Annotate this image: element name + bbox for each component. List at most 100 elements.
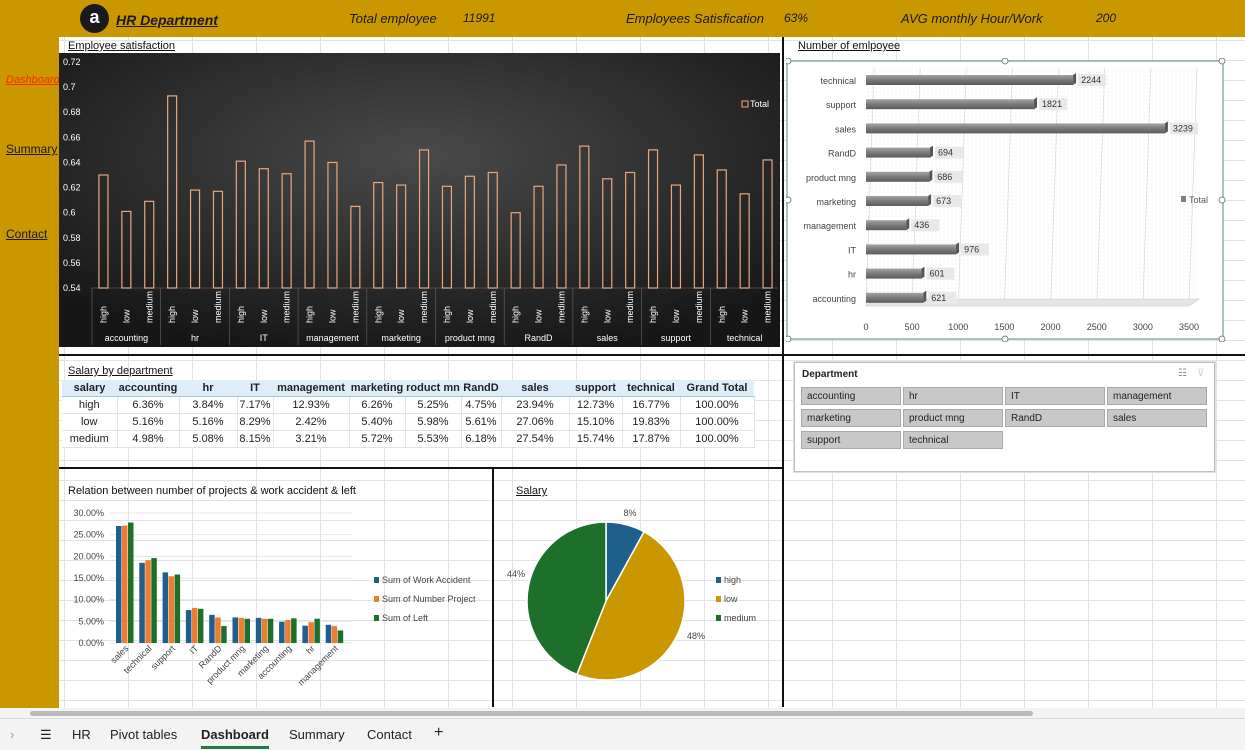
satisfaction-bar[interactable] [258,168,269,289]
employees-bar[interactable] [866,244,957,255]
salary-table-cell[interactable]: 5.53% [405,430,462,448]
satisfaction-bar[interactable] [373,181,384,289]
salary-table-cell[interactable]: 8.15% [237,430,274,448]
salary-table-cell[interactable]: 5.25% [405,396,462,414]
salary-table-cell[interactable]: 5.40% [349,413,406,431]
salary-table-cell[interactable]: 3.21% [273,430,350,448]
satisfaction-bar[interactable] [189,189,201,289]
projects-bar[interactable] [145,560,151,643]
salary-table-cell[interactable]: 7.17% [237,396,274,414]
slicer-item[interactable]: product mng [903,409,1003,427]
employees-bar[interactable] [866,123,1165,134]
salary-table-cell[interactable]: 100.00% [680,413,755,431]
projects-bar[interactable] [122,525,128,643]
satisfaction-chart[interactable]: 0.72 0.7 0.68 0.66 0.64 0.62 0.6 0.58 0.56 0.54 h… [59,53,780,347]
salary-table-cell[interactable]: 5.61% [461,413,502,431]
projects-bar[interactable] [168,576,175,643]
projects-bar[interactable] [162,572,169,643]
clear-filter-icon[interactable]: ⊽ [1197,368,1205,379]
salary-pivot-table[interactable]: salary accounting hr IT management marketing r… [62,380,755,448]
salary-table-cell[interactable]: 6.26% [349,396,406,414]
salary-table-cell[interactable]: 15.74% [569,430,623,448]
projects-bar[interactable] [267,618,274,643]
scrollbar-thumb[interactable] [30,711,1033,716]
pie-slice[interactable] [575,530,686,681]
employees-chart[interactable]: technical 2244 support 1821 sales 3239 RandD 69… [786,58,1226,342]
projects-bar[interactable] [116,526,122,643]
slicer-item[interactable]: technical [903,431,1003,449]
satisfaction-bar[interactable] [418,149,430,289]
slicer-item[interactable]: RandD [1005,409,1105,427]
employees-bar[interactable] [866,220,907,231]
satisfaction-bar[interactable] [625,171,636,289]
salary-table-cell[interactable]: low [62,413,118,431]
slicer-item[interactable]: sales [1107,409,1207,427]
satisfaction-bar[interactable] [304,140,315,289]
satisfaction-bar[interactable] [441,185,453,289]
tab-summary[interactable]: Summary [289,727,345,742]
projects-bar[interactable] [325,624,332,643]
projects-bar[interactable] [215,617,221,643]
salary-table-cell[interactable]: 100.00% [680,396,755,414]
employees-bar[interactable] [866,268,922,279]
slicer-item[interactable]: hr [903,387,1003,405]
satisfaction-bar[interactable] [647,149,659,289]
projects-bar[interactable] [209,614,215,643]
satisfaction-bar[interactable] [739,193,750,289]
projects-bar[interactable] [337,630,344,643]
slicer-item[interactable]: management [1107,387,1207,405]
satisfaction-bar[interactable] [556,164,567,289]
salary-table-cell[interactable]: 5.08% [179,430,238,448]
satisfaction-bar[interactable] [350,205,361,289]
satisfaction-bar[interactable] [693,154,704,289]
salary-table-cell[interactable]: 5.98% [405,413,462,431]
employees-bar[interactable] [866,171,930,182]
salary-table-cell[interactable]: 27.54% [501,430,570,448]
salary-table-cell[interactable]: 8.29% [237,413,274,431]
all-sheets-menu-icon[interactable]: ☰ [40,727,52,742]
projects-bar[interactable] [151,558,157,643]
salary-table-cell[interactable]: 6.18% [461,430,502,448]
salary-table-cell[interactable]: 23.94% [501,396,570,414]
projects-bar[interactable] [308,622,314,643]
salary-table-cell[interactable]: 12.73% [569,396,623,414]
satisfaction-bar[interactable] [121,210,132,289]
pie-slice[interactable] [526,521,607,676]
tab-dashboard[interactable]: Dashboard [201,727,269,749]
projects-bar[interactable] [331,626,338,643]
satisfaction-bar[interactable] [167,95,178,289]
satisfaction-bar[interactable] [327,161,338,289]
satisfaction-bar[interactable] [144,200,155,289]
salary-table-cell[interactable]: high [62,396,118,414]
salary-table-cell[interactable]: 5.16% [117,413,180,431]
satisfaction-bar[interactable] [212,190,224,289]
projects-bar[interactable] [191,607,198,643]
salary-table-cell[interactable]: 17.87% [622,430,681,448]
employees-bar[interactable] [866,196,929,206]
salary-table-cell[interactable]: 4.98% [117,430,180,448]
salary-table-cell[interactable]: 4.75% [461,396,502,414]
projects-bar[interactable] [238,617,245,643]
salary-table-cell[interactable]: 27.06% [501,413,570,431]
salary-table-cell[interactable]: 6.36% [117,396,180,414]
slicer-item[interactable]: marketing [801,409,901,427]
satisfaction-bar[interactable] [235,160,246,289]
projects-bar[interactable] [244,618,251,643]
projects-bar[interactable] [302,625,308,643]
satisfaction-bar[interactable] [487,171,498,289]
salary-table-cell[interactable]: medium [62,430,118,448]
projects-bar[interactable] [128,522,134,643]
employees-bar[interactable] [866,292,924,303]
employees-bar[interactable] [866,99,1035,110]
nav-contact-link[interactable]: Contact [6,227,48,241]
projects-bar[interactable] [197,608,204,643]
projects-bar[interactable] [314,618,320,643]
employees-bar[interactable] [866,75,1074,85]
projects-bar[interactable] [291,618,297,643]
projects-bar[interactable] [139,562,145,643]
salary-table-cell[interactable]: 2.42% [273,413,350,431]
projects-bar[interactable] [232,617,239,643]
projects-bar[interactable] [221,626,227,643]
slicer-item[interactable]: accounting [801,387,901,405]
slicer-item[interactable]: IT [1005,387,1105,405]
